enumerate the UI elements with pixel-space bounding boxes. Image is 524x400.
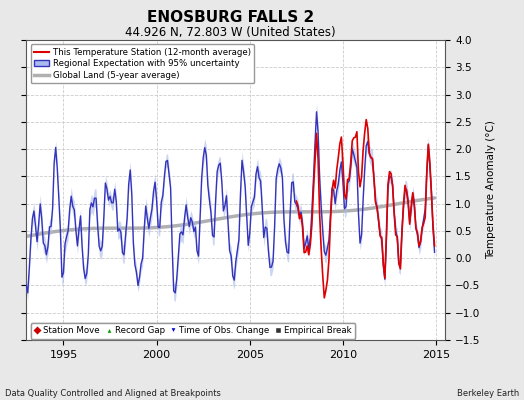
Legend: Station Move, Record Gap, Time of Obs. Change, Empirical Break: Station Move, Record Gap, Time of Obs. C… bbox=[30, 323, 355, 339]
Text: Berkeley Earth: Berkeley Earth bbox=[456, 389, 519, 398]
Text: Data Quality Controlled and Aligned at Breakpoints: Data Quality Controlled and Aligned at B… bbox=[5, 389, 221, 398]
Text: ENOSBURG FALLS 2: ENOSBURG FALLS 2 bbox=[147, 10, 314, 25]
Text: 44.926 N, 72.803 W (United States): 44.926 N, 72.803 W (United States) bbox=[125, 26, 336, 39]
Y-axis label: Temperature Anomaly (°C): Temperature Anomaly (°C) bbox=[486, 120, 496, 260]
